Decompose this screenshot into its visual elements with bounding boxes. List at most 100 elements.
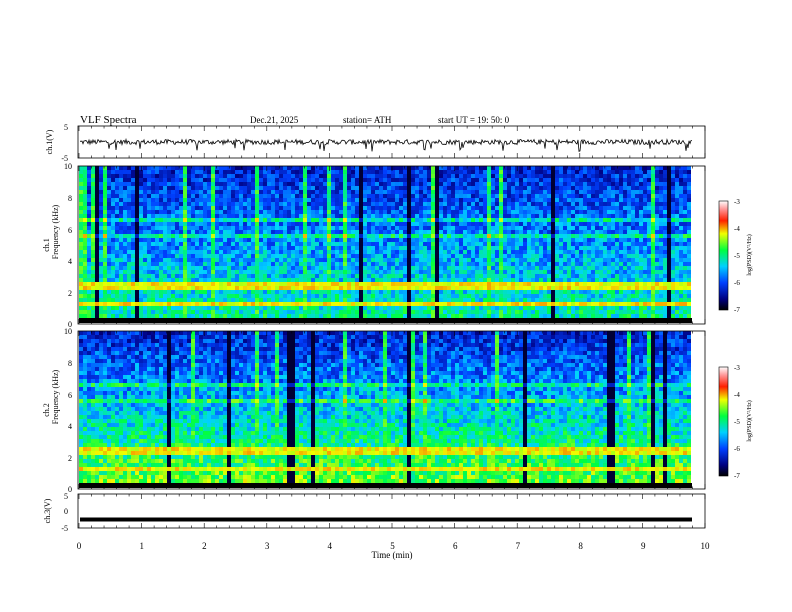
ch1-spectrogram-cell bbox=[283, 222, 287, 226]
ch1-spectrogram-cell bbox=[451, 278, 455, 282]
ch1-spectrogram-cell bbox=[203, 202, 207, 206]
ch1-spectrogram-cell bbox=[615, 226, 619, 230]
ch1-spectrogram-cell bbox=[563, 270, 567, 274]
ch1-spectrogram-cell bbox=[187, 170, 191, 174]
ch1-spectrogram-cell bbox=[367, 202, 371, 206]
ch1-spectrogram-cell bbox=[659, 250, 663, 254]
ch1-spectrogram-cell bbox=[527, 238, 531, 242]
ch1-spectrogram-cell bbox=[427, 258, 431, 262]
ch1-spectrogram-cell bbox=[563, 282, 567, 286]
ch1-spectrogram-cell bbox=[379, 274, 383, 278]
ch1-spectrogram-cell bbox=[115, 250, 119, 254]
ch1-spectrogram-cell bbox=[131, 234, 135, 238]
ch1-spectrogram-cell bbox=[119, 218, 123, 222]
ch1-spectrogram-cell bbox=[451, 258, 455, 262]
ch1-spectrogram-cell bbox=[647, 174, 651, 178]
ch1-spectrogram-cell bbox=[251, 238, 255, 242]
ch1-spectrogram-cell bbox=[531, 226, 535, 230]
ch1-spectrogram-cell bbox=[619, 262, 623, 266]
ch1-spectrogram-cell bbox=[507, 246, 511, 250]
ch1-spectrogram-cell bbox=[651, 194, 655, 198]
ch1-spectrogram-cell bbox=[279, 290, 283, 294]
ch1-spectrogram-cell bbox=[115, 198, 119, 202]
ch1-spectrogram-cell bbox=[91, 178, 95, 182]
ch1-spectrogram-cell bbox=[639, 214, 643, 218]
ch1-spectrogram-cell bbox=[167, 182, 171, 186]
ch1-spectrogram-cell bbox=[479, 234, 483, 238]
ch1-spectrogram-cell bbox=[603, 254, 607, 258]
ch1-spectrogram-cell bbox=[471, 198, 475, 202]
ch1-spectrogram-cell bbox=[79, 258, 83, 262]
ch1-spectrogram-cell bbox=[635, 206, 639, 210]
ch1-spectrogram-cell bbox=[223, 226, 227, 230]
ch1-spectrogram-cell bbox=[91, 242, 95, 246]
ch1-spectrogram-cell bbox=[571, 210, 575, 214]
ch1-spectrogram-cell bbox=[211, 202, 215, 206]
ch1-spectrogram-cell bbox=[255, 174, 259, 178]
ch1-spectrogram-cell bbox=[175, 222, 179, 226]
ch1-spectrogram-cell bbox=[467, 198, 471, 202]
ch1-spectrogram-cell bbox=[263, 266, 267, 270]
ch1-spectrogram-cell bbox=[267, 226, 271, 230]
ch1-spectrogram-cell bbox=[247, 262, 251, 266]
ch1-spectrogram-cell bbox=[511, 166, 515, 170]
ch1-spectrogram-cell bbox=[227, 206, 231, 210]
ch1-spectrogram-cell bbox=[99, 246, 103, 250]
ch1-spectrogram-cell bbox=[403, 270, 407, 274]
ch1-spectrogram-cell bbox=[443, 230, 447, 234]
ch1-spectrogram-cell bbox=[127, 278, 131, 282]
ch1-spectrogram-cell bbox=[595, 246, 599, 250]
ch1-spectrogram-cell bbox=[183, 222, 187, 226]
ch1-spectrogram-cell bbox=[139, 282, 143, 286]
ch1-spectrogram-cell bbox=[347, 170, 351, 174]
ch1-spectrogram-cell bbox=[371, 214, 375, 218]
ch1-spectrogram-cell bbox=[283, 246, 287, 250]
ch1-spectrogram-cell bbox=[643, 286, 647, 290]
ch1-spectrogram-cell bbox=[107, 242, 111, 246]
ch1-spectrogram-cell bbox=[655, 226, 659, 230]
ch1-spectrogram-cell bbox=[227, 170, 231, 174]
ch1-spectrogram-cell bbox=[471, 266, 475, 270]
ch1-spectrogram-cell bbox=[111, 270, 115, 274]
ch1-spectrogram-cell bbox=[543, 206, 547, 210]
ch1-spectrogram-cell bbox=[495, 226, 499, 230]
ch1-spectrogram-cell bbox=[287, 202, 291, 206]
ch1-spectrogram-cell bbox=[319, 242, 323, 246]
ch1-spectrogram-cell bbox=[203, 270, 207, 274]
ch1-spectrogram-cell bbox=[215, 274, 219, 278]
ch1-spectrogram-cell bbox=[275, 266, 279, 270]
ch1-spectrogram-cell bbox=[223, 278, 227, 282]
ch1-spectrogram-cell bbox=[127, 226, 131, 230]
ch1-spectrogram-cell bbox=[127, 294, 131, 298]
ch1-spectrogram-cell bbox=[567, 290, 571, 294]
ch1-spectrogram-cell bbox=[175, 242, 179, 246]
ch1-spectrogram-cell bbox=[531, 186, 535, 190]
ch1-spectrogram-cell bbox=[239, 170, 243, 174]
ch1-spectrogram-cell bbox=[543, 194, 547, 198]
ch1-spectrogram-cell bbox=[419, 206, 423, 210]
ch1-spectrogram-cell bbox=[179, 214, 183, 218]
ch1-spectrogram-cell bbox=[659, 274, 663, 278]
ch1-spectrogram-cell bbox=[519, 190, 523, 194]
ch1-spectrogram-cell bbox=[583, 246, 587, 250]
ch1-spectrogram-cell bbox=[215, 170, 219, 174]
ch1-spectrogram-cell bbox=[219, 282, 223, 286]
ch1-spectrogram-cell bbox=[99, 222, 103, 226]
ch1-spectrogram-cell bbox=[123, 190, 127, 194]
ch1-spectrogram-cell bbox=[255, 254, 259, 258]
ch1-spectrogram-cell bbox=[615, 206, 619, 210]
ch1-spectrogram-cell bbox=[351, 214, 355, 218]
ch1-spectrogram-cell bbox=[231, 290, 235, 294]
ch1-spectrogram-cell bbox=[655, 190, 659, 194]
ch1-spectrogram-cell bbox=[431, 282, 435, 286]
ch1-spectrogram-cell bbox=[527, 178, 531, 182]
ch1-spectrogram-cell bbox=[475, 170, 479, 174]
ch1-spectrogram-cell bbox=[551, 290, 555, 294]
ch1-spectrogram-cell bbox=[667, 246, 671, 250]
ch1-spectrogram-cell bbox=[567, 174, 571, 178]
ch1-spectrogram-cell bbox=[387, 262, 391, 266]
ch1-spectrogram-cell bbox=[611, 254, 615, 258]
ch1-spectrogram-cell bbox=[579, 194, 583, 198]
ch1-spectrogram-cell bbox=[451, 174, 455, 178]
ch1-spectrogram-cell bbox=[463, 234, 467, 238]
